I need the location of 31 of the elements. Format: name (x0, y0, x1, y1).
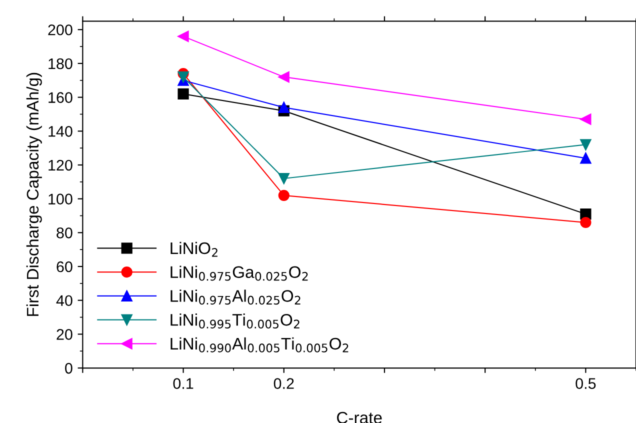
legend-label: LiNi$_{0.975}$Al$_{0.025}$O$_{2}$ (170, 290, 300, 305)
y-tick-label: 180 (48, 58, 72, 70)
point (580, 114, 592, 125)
point (278, 71, 290, 83)
y-tick-label: 160 (48, 92, 72, 103)
y-tick-label: 80 (56, 228, 72, 238)
y-tick-label: 140 (48, 126, 72, 137)
y-tick-label: 20 (56, 329, 72, 340)
point (178, 88, 189, 100)
y-tick-label: 200 (48, 24, 72, 36)
legend-label: LiNi$_{0.995}$Ti$_{0.005}$O$_{2}$ (170, 314, 300, 328)
y-tick-label: 40 (56, 295, 72, 306)
point (580, 139, 592, 150)
point (178, 30, 189, 42)
legend-label: LiNi$_{0.975}$Ga$_{0.025}$O$_{2}$ (170, 266, 308, 281)
point (580, 152, 592, 164)
y-axis-title: First Discharge Capacity (mAh/g) (26, 72, 42, 316)
y-tick-label: 0 (65, 362, 72, 374)
legend-label: LiNiO$_{2}$ (170, 242, 218, 257)
point (178, 71, 189, 83)
x-tick-label: 0.1 (173, 378, 194, 389)
x-tick-label: 0.5 (576, 378, 596, 389)
point (278, 102, 290, 113)
y-tick-label: 60 (56, 261, 72, 272)
point (278, 172, 290, 184)
y-tick-label: 100 (48, 194, 72, 204)
y-tick-label: 120 (48, 160, 72, 171)
legend-label: LiNi$_{0.990}$Al$_{0.005}$Ti$_{0.005}$O$_{2}$ (170, 337, 348, 352)
x-tick-label: 0.2 (274, 378, 294, 389)
point (580, 216, 592, 228)
point (278, 190, 290, 201)
